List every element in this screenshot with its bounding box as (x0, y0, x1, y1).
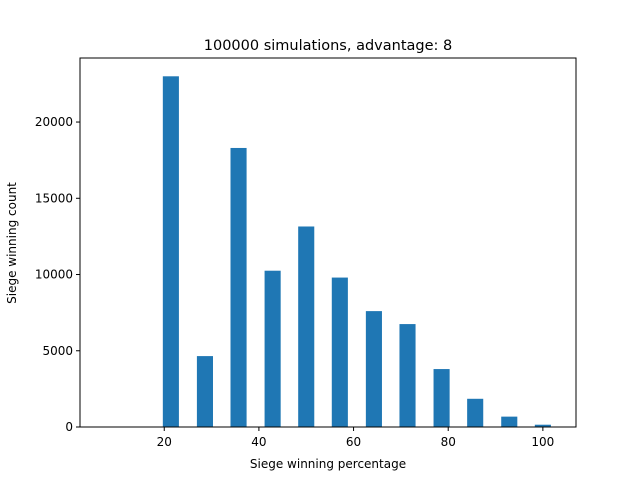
y-tick-label: 20000 (35, 115, 73, 129)
bar (162, 76, 179, 428)
bar (501, 416, 518, 427)
x-tick-label: 40 (251, 435, 266, 449)
bar (264, 270, 281, 427)
plot-frame (79, 57, 577, 428)
bar (365, 311, 382, 427)
bar (433, 369, 450, 427)
y-tick-label: 10000 (35, 268, 73, 282)
y-tick-label: 5000 (42, 344, 73, 358)
chart-title: 100000 simulations, advantage: 8 (204, 38, 452, 54)
x-axis-label: Siege winning percentage (250, 457, 406, 471)
bar (230, 147, 247, 427)
bar (467, 398, 484, 427)
bars-group (162, 76, 551, 428)
bar (331, 277, 348, 427)
x-tick-label: 100 (531, 435, 554, 449)
bar (399, 324, 416, 427)
bar (196, 356, 213, 427)
x-tick-label: 60 (346, 435, 361, 449)
bar (298, 226, 315, 427)
x-axis-ticks: 20 40 60 80 100 (157, 427, 554, 449)
y-axis-label: Siege winning count (5, 182, 19, 304)
y-tick-label: 0 (65, 420, 73, 434)
y-axis-ticks: 0 5000 10000 15000 20000 (35, 115, 80, 434)
y-tick-label: 15000 (35, 191, 73, 205)
x-tick-label: 80 (441, 435, 456, 449)
x-tick-label: 20 (157, 435, 172, 449)
bar (534, 424, 551, 427)
